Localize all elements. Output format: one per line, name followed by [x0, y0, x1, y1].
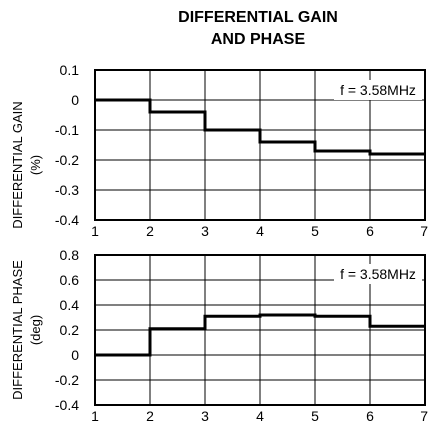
gain-series-line: [95, 98, 425, 156]
gain-ytick-label: 0.1: [60, 62, 80, 78]
gain-xtick-label: 7: [420, 223, 428, 239]
gain-xtick-label: 6: [366, 223, 374, 239]
gain-xtick-label: 4: [256, 223, 264, 239]
phase-xtick-label: 5: [311, 408, 319, 424]
gain-ytick-label: -0.2: [55, 152, 79, 168]
gain-panel: DIFFERENTIAL GAIN (%) f = 3.58MHz 0.1 0 -0…: [10, 62, 428, 239]
phase-ytick-label: -0.2: [55, 372, 79, 388]
phase-ytick-label: 0.6: [60, 272, 80, 288]
gain-ytick-label: -0.1: [55, 122, 79, 138]
phase-annotation-bg: [334, 264, 422, 284]
gain-xtick-label: 3: [201, 223, 209, 239]
gain-ytick-label: 0: [71, 92, 79, 108]
phase-xtick-label: 7: [420, 408, 428, 424]
gain-ylabel-line2: (%): [28, 155, 43, 175]
gain-ylabel-line1: DIFFERENTIAL GAIN: [10, 101, 25, 228]
gain-xtick-label: 1: [91, 223, 99, 239]
gain-ytick-label: -0.3: [55, 182, 79, 198]
phase-ylabel-line2: (deg): [28, 315, 43, 345]
phase-xtick-label: 2: [146, 408, 154, 424]
gain-xtick-label: 2: [146, 223, 154, 239]
phase-xtick-label: 4: [256, 408, 264, 424]
gain-plot-frame: [94, 69, 426, 221]
phase-series-line: [95, 313, 425, 357]
gain-ytick-label: -0.4: [55, 212, 79, 228]
phase-annotation: f = 3.58MHz: [340, 266, 416, 282]
phase-xtick-label: 1: [91, 408, 99, 424]
gain-annotation-bg: [334, 80, 422, 100]
phase-ytick-label: -0.4: [55, 397, 79, 413]
chart-title-line2: AND PHASE: [211, 31, 306, 48]
phase-ytick-label: 0: [71, 347, 79, 363]
phase-plot-frame: [94, 254, 426, 406]
phase-panel: DIFFERENTIAL PHASE (deg) f = 3.58MHz 0.8…: [10, 247, 428, 424]
gain-xtick-label: 5: [311, 223, 319, 239]
phase-xtick-label: 6: [366, 408, 374, 424]
gain-annotation: f = 3.58MHz: [340, 82, 416, 98]
phase-ytick-label: 0.4: [60, 297, 80, 313]
chart-title-line1: DIFFERENTIAL GAIN: [178, 9, 338, 26]
phase-ylabel-line1: DIFFERENTIAL PHASE: [10, 260, 25, 400]
phase-xtick-label: 3: [201, 408, 209, 424]
phase-ytick-label: 0.8: [60, 247, 80, 263]
phase-ytick-label: 0.2: [60, 322, 80, 338]
